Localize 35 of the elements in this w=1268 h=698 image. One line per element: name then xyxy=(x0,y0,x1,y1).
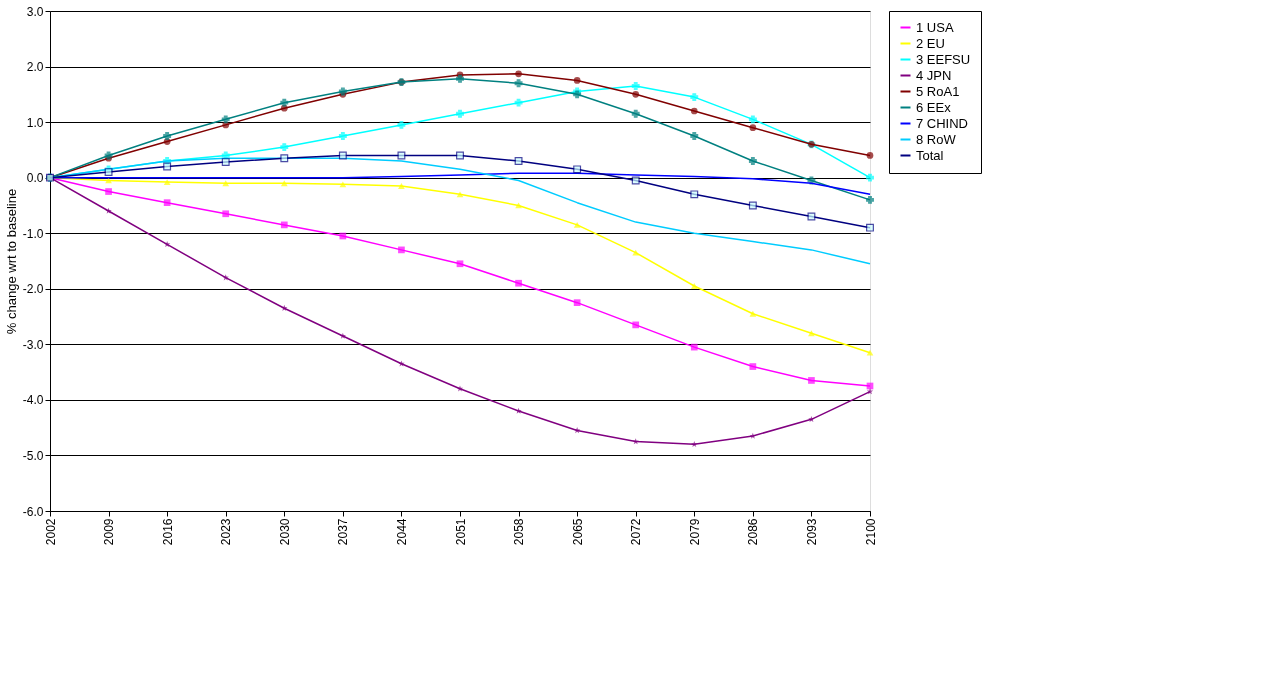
x-tick-label: 2072 xyxy=(629,518,644,546)
y-tick-label: -5.0 xyxy=(22,448,44,463)
x-tick-label: 2051 xyxy=(453,518,468,546)
legend-label: 2 EU xyxy=(916,35,945,51)
y-tick-label: -4.0 xyxy=(22,393,44,408)
y-tick-label: -1.0 xyxy=(22,226,44,241)
legend-label: 4 JPN xyxy=(916,67,952,83)
x-tick-label: 2023 xyxy=(219,518,234,546)
x-tick-label: 2065 xyxy=(570,518,585,546)
legend-label: 6 EEx xyxy=(916,99,952,115)
legend-label: 1 USA xyxy=(916,19,954,35)
y-tick-label: 2.0 xyxy=(26,60,44,75)
x-tick-label: 2030 xyxy=(277,518,292,546)
x-tick-label: 2002 xyxy=(43,518,58,546)
x-tick-label: 2044 xyxy=(394,518,409,546)
legend-label: 5 RoA1 xyxy=(916,83,960,99)
y-tick-label: 0.0 xyxy=(26,171,44,186)
x-tick-label: 2016 xyxy=(160,518,175,546)
y-tick-label: -6.0 xyxy=(22,504,44,519)
y-tick-label: 3.0 xyxy=(26,4,44,19)
legend-label: 8 RoW xyxy=(916,131,957,147)
x-tick-label: 2100 xyxy=(863,518,878,546)
x-tick-label: 2009 xyxy=(102,518,117,546)
y-tick-label: -2.0 xyxy=(22,282,44,297)
legend-label: 7 CHIND xyxy=(916,115,969,131)
x-tick-label: 2079 xyxy=(687,518,702,546)
x-tick-label: 2037 xyxy=(336,518,351,546)
x-tick-label: 2093 xyxy=(804,518,819,546)
x-tick-label: 2086 xyxy=(746,518,761,546)
y-tick-label: -3.0 xyxy=(22,337,44,352)
y-axis-title: % change wrt to baseline xyxy=(3,188,19,335)
x-tick-label: 2058 xyxy=(512,518,527,546)
legend-label: 3 EEFSU xyxy=(916,51,971,67)
y-tick-label: 1.0 xyxy=(26,115,44,130)
legend-label: Total xyxy=(916,147,944,163)
